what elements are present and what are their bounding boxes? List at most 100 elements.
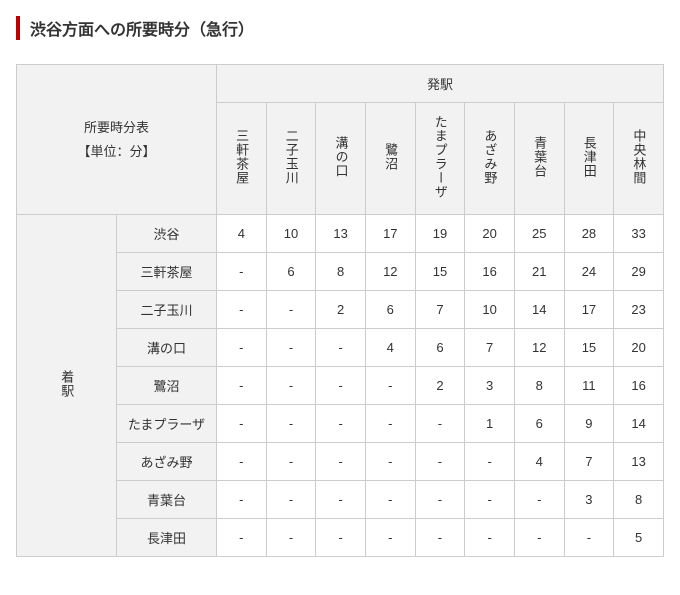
time-cell: 3 <box>564 481 614 519</box>
time-cell: - <box>217 253 267 291</box>
time-cell: - <box>365 367 415 405</box>
table-row: 着駅渋谷41013171920252833 <box>17 215 664 253</box>
time-cell: - <box>217 367 267 405</box>
arrival-station-name: 青葉台 <box>117 481 217 519</box>
station-name: 三軒茶屋 <box>234 129 250 185</box>
time-cell: - <box>415 519 465 557</box>
time-cell: - <box>266 367 316 405</box>
time-cell: - <box>266 405 316 443</box>
departure-station-header: 二子玉川 <box>266 103 316 215</box>
departure-header: 発駅 <box>217 65 664 103</box>
time-cell: 19 <box>415 215 465 253</box>
time-cell: 20 <box>465 215 515 253</box>
time-cell: - <box>217 443 267 481</box>
departure-station-header: 中央林間 <box>614 103 664 215</box>
time-cell: 23 <box>614 291 664 329</box>
time-cell: - <box>266 291 316 329</box>
time-cell: - <box>316 405 366 443</box>
time-cell: 7 <box>465 329 515 367</box>
station-name: 長津田 <box>581 136 597 178</box>
arrival-station-name: 三軒茶屋 <box>117 253 217 291</box>
time-cell: 4 <box>365 329 415 367</box>
travel-time-table: 所要時分表 【単位：分】 発駅 三軒茶屋二子玉川溝の口鷺沼たまプラーザあざみ野青… <box>16 64 664 557</box>
time-cell: - <box>415 405 465 443</box>
station-name: たまプラーザ <box>432 115 448 199</box>
time-cell: 16 <box>614 367 664 405</box>
departure-station-header: 長津田 <box>564 103 614 215</box>
time-cell: - <box>365 405 415 443</box>
station-name: 鷺沼 <box>383 143 399 171</box>
time-cell: - <box>415 443 465 481</box>
time-cell: 6 <box>266 253 316 291</box>
time-cell: 2 <box>316 291 366 329</box>
time-cell: - <box>266 481 316 519</box>
time-cell: 7 <box>415 291 465 329</box>
time-cell: 4 <box>217 215 267 253</box>
time-cell: - <box>217 329 267 367</box>
time-cell: - <box>217 519 267 557</box>
time-cell: 12 <box>514 329 564 367</box>
arrival-station-name: 溝の口 <box>117 329 217 367</box>
time-cell: 14 <box>514 291 564 329</box>
time-cell: 6 <box>514 405 564 443</box>
corner-label-line1: 所要時分表 <box>25 116 208 139</box>
departure-station-header: 三軒茶屋 <box>217 103 267 215</box>
departure-station-header: たまプラーザ <box>415 103 465 215</box>
table-body: 着駅渋谷41013171920252833三軒茶屋-68121516212429… <box>17 215 664 557</box>
time-cell: 4 <box>514 443 564 481</box>
arrival-station-name: 渋谷 <box>117 215 217 253</box>
time-cell: - <box>465 443 515 481</box>
time-cell: - <box>217 481 267 519</box>
station-name: あざみ野 <box>482 129 498 185</box>
page-title: 渋谷方面への所要時分（急行） <box>16 16 664 40</box>
time-cell: 14 <box>614 405 664 443</box>
time-cell: - <box>365 481 415 519</box>
arrival-station-name: 長津田 <box>117 519 217 557</box>
time-cell: 8 <box>614 481 664 519</box>
time-cell: 9 <box>564 405 614 443</box>
station-name: 中央林間 <box>631 129 647 185</box>
time-cell: - <box>465 481 515 519</box>
departure-station-header: あざみ野 <box>465 103 515 215</box>
departure-station-header: 青葉台 <box>514 103 564 215</box>
time-cell: 17 <box>564 291 614 329</box>
time-cell: 29 <box>614 253 664 291</box>
time-cell: - <box>316 367 366 405</box>
time-cell: - <box>266 443 316 481</box>
time-cell: 21 <box>514 253 564 291</box>
time-cell: 8 <box>316 253 366 291</box>
time-cell: - <box>365 443 415 481</box>
time-cell: - <box>266 329 316 367</box>
time-cell: - <box>514 519 564 557</box>
arrival-station-name: あざみ野 <box>117 443 217 481</box>
time-cell: - <box>514 481 564 519</box>
time-cell: 1 <box>465 405 515 443</box>
time-cell: 20 <box>614 329 664 367</box>
time-cell: - <box>415 481 465 519</box>
time-cell: 6 <box>415 329 465 367</box>
time-cell: - <box>316 443 366 481</box>
time-cell: 10 <box>266 215 316 253</box>
time-cell: - <box>564 519 614 557</box>
departure-station-header: 鷺沼 <box>365 103 415 215</box>
time-cell: - <box>365 519 415 557</box>
departure-station-header: 溝の口 <box>316 103 366 215</box>
corner-header: 所要時分表 【単位：分】 <box>17 65 217 215</box>
time-cell: 28 <box>564 215 614 253</box>
time-cell: 11 <box>564 367 614 405</box>
arrival-station-name: たまプラーザ <box>117 405 217 443</box>
time-cell: - <box>217 291 267 329</box>
time-cell: 8 <box>514 367 564 405</box>
station-name: 二子玉川 <box>283 129 299 185</box>
time-cell: 13 <box>614 443 664 481</box>
station-name: 青葉台 <box>531 136 547 178</box>
arrival-station-name: 二子玉川 <box>117 291 217 329</box>
time-cell: - <box>316 481 366 519</box>
time-cell: 16 <box>465 253 515 291</box>
time-cell: - <box>217 405 267 443</box>
time-cell: 10 <box>465 291 515 329</box>
station-name: 溝の口 <box>333 136 349 178</box>
corner-label-line2: 【単位：分】 <box>25 140 208 163</box>
time-cell: 12 <box>365 253 415 291</box>
time-cell: 6 <box>365 291 415 329</box>
